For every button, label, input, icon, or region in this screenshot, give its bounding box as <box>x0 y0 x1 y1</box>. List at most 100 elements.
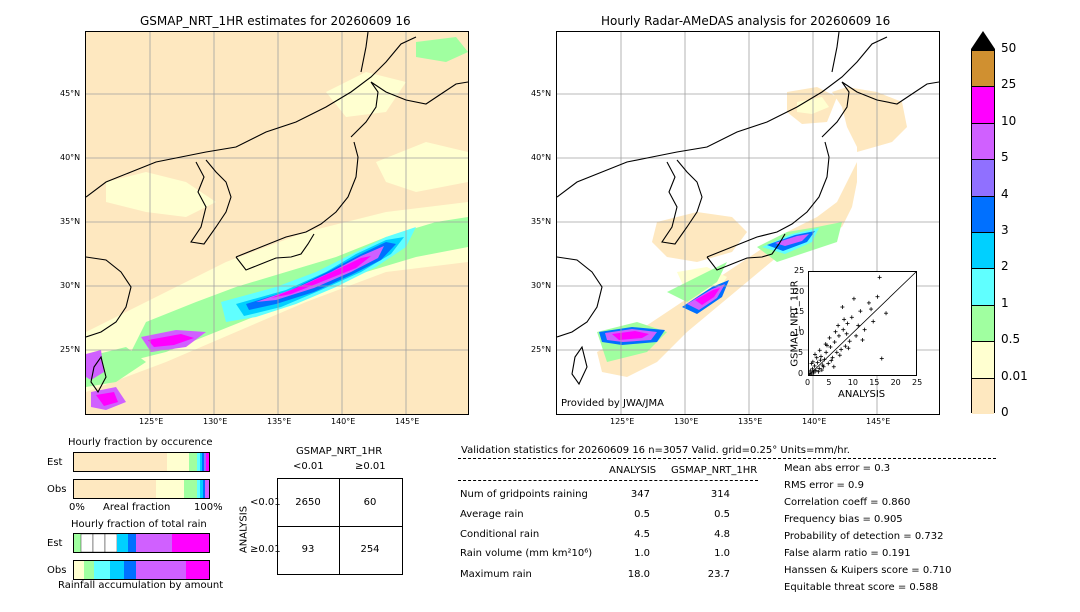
scatter-point <box>832 340 837 345</box>
scatter-point <box>837 353 842 358</box>
colorbar-segment <box>972 377 994 414</box>
colorbar-label: 3 <box>1001 223 1009 237</box>
left-lon-125: 125°E <box>139 417 164 426</box>
occurrence-axis-mid: Areal fraction <box>103 502 171 513</box>
occurrence-axis-left: 0% <box>69 502 85 513</box>
colorbar-segment <box>972 232 994 269</box>
scatter-point <box>821 364 826 369</box>
scatter-xtick: 10 <box>847 378 858 387</box>
right-map-title: Hourly Radar-AMeDAS analysis for 2026060… <box>601 14 891 28</box>
right-map-canvas <box>557 32 939 414</box>
scatter-point <box>849 315 854 320</box>
scatter-xtick: 25 <box>912 378 923 387</box>
scatter-point <box>811 370 816 375</box>
colorbar-label: 4 <box>1001 186 1009 201</box>
score-line: Correlation coeff = 0.860 <box>784 497 911 508</box>
scatter-point <box>858 309 863 314</box>
stat-row-gsmap: 0.5 <box>714 509 730 520</box>
stat-row-gsmap: 4.8 <box>714 529 730 540</box>
contingency-col-ge: ≥0.01 <box>355 461 386 472</box>
colorbar-segment <box>972 195 994 232</box>
left-lat-25: 25°N <box>60 345 81 354</box>
scatter-point <box>869 307 874 312</box>
scatter-point <box>842 317 847 322</box>
colorbar-segment <box>972 268 994 305</box>
scatter-point <box>845 321 850 326</box>
right-lat-40: 40°N <box>531 153 552 162</box>
scatter-ytick: 0 <box>798 369 804 378</box>
left-lat-40: 40°N <box>60 153 81 162</box>
left-lat-45: 45°N <box>60 89 81 98</box>
colorbar-segment <box>972 341 994 378</box>
scatter-point <box>812 363 817 368</box>
score-line: Equitable threat score = 0.588 <box>784 582 939 593</box>
validation-col2: GSMAP_NRT_1HR <box>671 465 758 476</box>
left-lon-145: 145°E <box>395 417 420 426</box>
left-lat-35: 35°N <box>60 217 81 226</box>
scatter-point <box>824 350 829 355</box>
total-rain-axis-label: Rainfall accumulation by amount <box>58 580 224 591</box>
scatter-point <box>860 337 865 342</box>
scatter-point <box>812 352 817 357</box>
scatter-ytick: 10 <box>794 327 805 337</box>
right-map <box>556 31 940 415</box>
colorbar-label: 2 <box>1001 259 1009 274</box>
contingency-cell-22: 254 <box>360 544 380 555</box>
right-lon-140: 140°E <box>802 417 827 426</box>
stat-row-gsmap: 23.7 <box>707 569 730 580</box>
scatter-point <box>833 329 838 334</box>
left-lat-30: 30°N <box>60 281 81 290</box>
occurrence-bar-obs <box>73 479 210 499</box>
stat-row-gsmap: 1.0 <box>714 548 730 559</box>
scatter-points <box>807 275 889 377</box>
scatter-point <box>822 357 827 362</box>
scatter-point <box>841 327 846 332</box>
validation-col1: ANALYSIS <box>609 465 657 476</box>
contingency-cell-12: 60 <box>363 497 377 508</box>
scatter-point <box>819 368 824 373</box>
scatter-point <box>834 350 839 355</box>
scatter-xtick: 0 <box>805 378 811 387</box>
colorbar <box>971 49 995 414</box>
occurrence-row-obs: Obs <box>47 484 67 495</box>
total-rain-bar-est-segments <box>74 533 209 553</box>
colorbar-label: 10 <box>1001 113 1017 128</box>
scatter-point <box>844 331 849 336</box>
scatter-ytick: 20 <box>794 286 805 296</box>
right-lon-130: 130°E <box>674 417 699 426</box>
contingency-col-lt: <0.01 <box>293 461 324 472</box>
scatter-xlabel: ANALYSIS <box>838 389 886 400</box>
stat-row-analysis: 4.5 <box>634 529 650 540</box>
scatter-point <box>836 333 841 338</box>
left-lon-135: 135°E <box>267 417 292 426</box>
scatter-point <box>839 347 844 352</box>
scatter-point <box>818 358 823 363</box>
right-map-credit: Provided by JWA/JMA <box>561 398 664 409</box>
scatter-point <box>813 368 818 373</box>
validation-divider <box>458 458 996 459</box>
left-map-canvas <box>86 32 468 414</box>
right-lat-35: 35°N <box>531 217 552 226</box>
contingency-table <box>277 478 403 575</box>
score-line: Hanssen & Kuipers score = 0.710 <box>784 565 952 576</box>
scatter-point <box>831 364 836 369</box>
scatter-point <box>847 339 852 344</box>
scatter-point <box>851 296 856 301</box>
scatter-point <box>814 355 819 360</box>
scatter-point <box>836 323 841 328</box>
validation-header: Validation statistics for 20260609 16 n=… <box>461 445 850 456</box>
stat-row-label: Rain volume (mm km²10⁶) <box>460 548 593 559</box>
scatter-point <box>843 344 848 349</box>
scatter-point <box>877 275 882 280</box>
scatter-point <box>815 360 820 365</box>
stat-row-analysis: 18.0 <box>627 569 650 580</box>
contingency-title: GSMAP_NRT_1HR <box>296 446 383 457</box>
scatter-point <box>871 319 876 324</box>
total-rain-bar-obs <box>73 560 210 580</box>
right-lon-135: 135°E <box>738 417 763 426</box>
scatter-point <box>823 342 828 347</box>
total-rain-row-obs: Obs <box>47 565 67 576</box>
stat-row-label: Num of gridpoints raining <box>460 489 588 500</box>
right-lon-125: 125°E <box>610 417 635 426</box>
occurrence-row-est: Est <box>47 457 63 468</box>
